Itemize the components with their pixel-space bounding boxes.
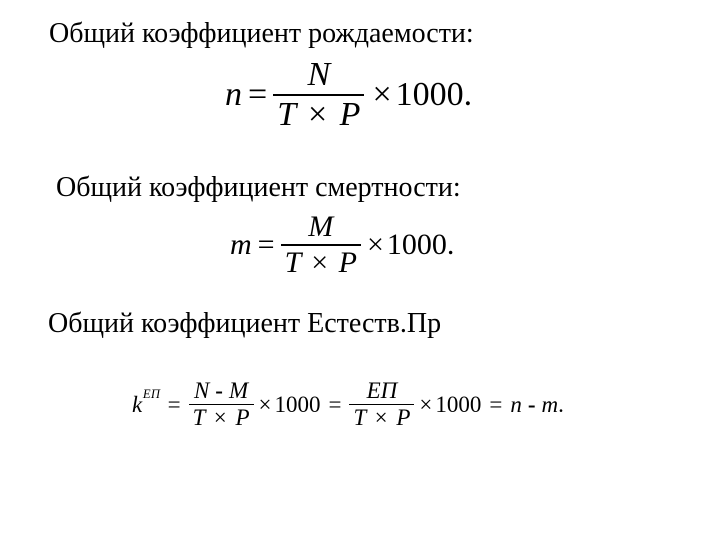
var-P-bar: P bbox=[339, 246, 357, 280]
formula-birth-rate: n = N T × P ×1000. bbox=[225, 56, 472, 134]
var-m: m bbox=[542, 392, 559, 418]
fraction: N T × P bbox=[273, 56, 364, 134]
numerator-EP: ЕП bbox=[363, 378, 402, 404]
thousand: 1000 bbox=[387, 228, 447, 261]
var-T: T bbox=[353, 405, 365, 430]
times-icon: × bbox=[414, 392, 435, 417]
page: Общий коэффициент рождаемости: n = N T ×… bbox=[0, 0, 720, 540]
scale: ×1000. bbox=[364, 76, 472, 114]
times-icon: × bbox=[361, 228, 387, 261]
heading-mortality-rate: Общий коэффициент смертности: bbox=[56, 172, 461, 204]
times-icon: × bbox=[304, 96, 331, 133]
equals-sign: = bbox=[252, 228, 281, 262]
heading-birth-rate: Общий коэффициент рождаемости: bbox=[49, 18, 474, 50]
minus-sign: - bbox=[209, 378, 229, 403]
fraction: M T × P bbox=[281, 210, 361, 280]
scale: ×1000. bbox=[361, 228, 454, 262]
var-M: M bbox=[229, 378, 248, 403]
var-T: T bbox=[193, 405, 205, 430]
var-P-bar: P bbox=[235, 405, 249, 431]
var-n: n bbox=[225, 76, 242, 114]
times-icon: × bbox=[254, 392, 275, 417]
lhs-k-ep: kЕП bbox=[132, 392, 160, 418]
denominator: T × P bbox=[281, 246, 361, 280]
times-icon: × bbox=[308, 246, 331, 279]
minus-sign: - bbox=[522, 392, 542, 418]
equals-sign: = bbox=[242, 76, 273, 114]
fraction-1: N-M T × P bbox=[189, 378, 254, 431]
times-icon: × bbox=[372, 405, 391, 430]
denominator: T × P bbox=[273, 96, 364, 134]
var-P-bar: P bbox=[396, 405, 410, 431]
period: . bbox=[558, 392, 564, 418]
var-T: T bbox=[277, 96, 295, 133]
times-icon: × bbox=[211, 405, 230, 430]
var-k: k bbox=[132, 392, 142, 417]
var-m: m bbox=[230, 228, 252, 262]
numerator-N: N bbox=[303, 56, 334, 94]
period: . bbox=[464, 76, 473, 113]
equals-sign: = bbox=[320, 392, 349, 418]
denominator: T × P bbox=[189, 405, 254, 431]
numerator-M: M bbox=[304, 210, 337, 244]
fraction-2: ЕП T × P bbox=[349, 378, 414, 431]
var-T: T bbox=[285, 246, 301, 279]
var-P-bar: P bbox=[340, 96, 361, 134]
scale-2: ×1000 bbox=[414, 392, 481, 418]
var-n: n bbox=[510, 392, 522, 418]
thousand: 1000 bbox=[274, 392, 320, 417]
times-icon: × bbox=[364, 76, 395, 113]
heading-natural-increase: Общий коэффициент Естеств.Пр bbox=[48, 308, 441, 340]
thousand: 1000 bbox=[396, 76, 464, 113]
var-N: N bbox=[194, 378, 209, 403]
formula-natural-increase: kЕП = N-M T × P ×1000 = ЕП T × P bbox=[132, 378, 564, 431]
denominator: T × P bbox=[349, 405, 414, 431]
equals-sign: = bbox=[160, 392, 189, 418]
scale-1: ×1000 bbox=[254, 392, 321, 418]
period: . bbox=[447, 228, 455, 261]
superscript-ep: ЕП bbox=[143, 387, 160, 401]
thousand: 1000 bbox=[435, 392, 481, 417]
equals-sign: = bbox=[481, 392, 510, 418]
formula-mortality-rate: m = M T × P ×1000. bbox=[230, 210, 454, 280]
numerator-N-minus-M: N-M bbox=[190, 378, 252, 404]
